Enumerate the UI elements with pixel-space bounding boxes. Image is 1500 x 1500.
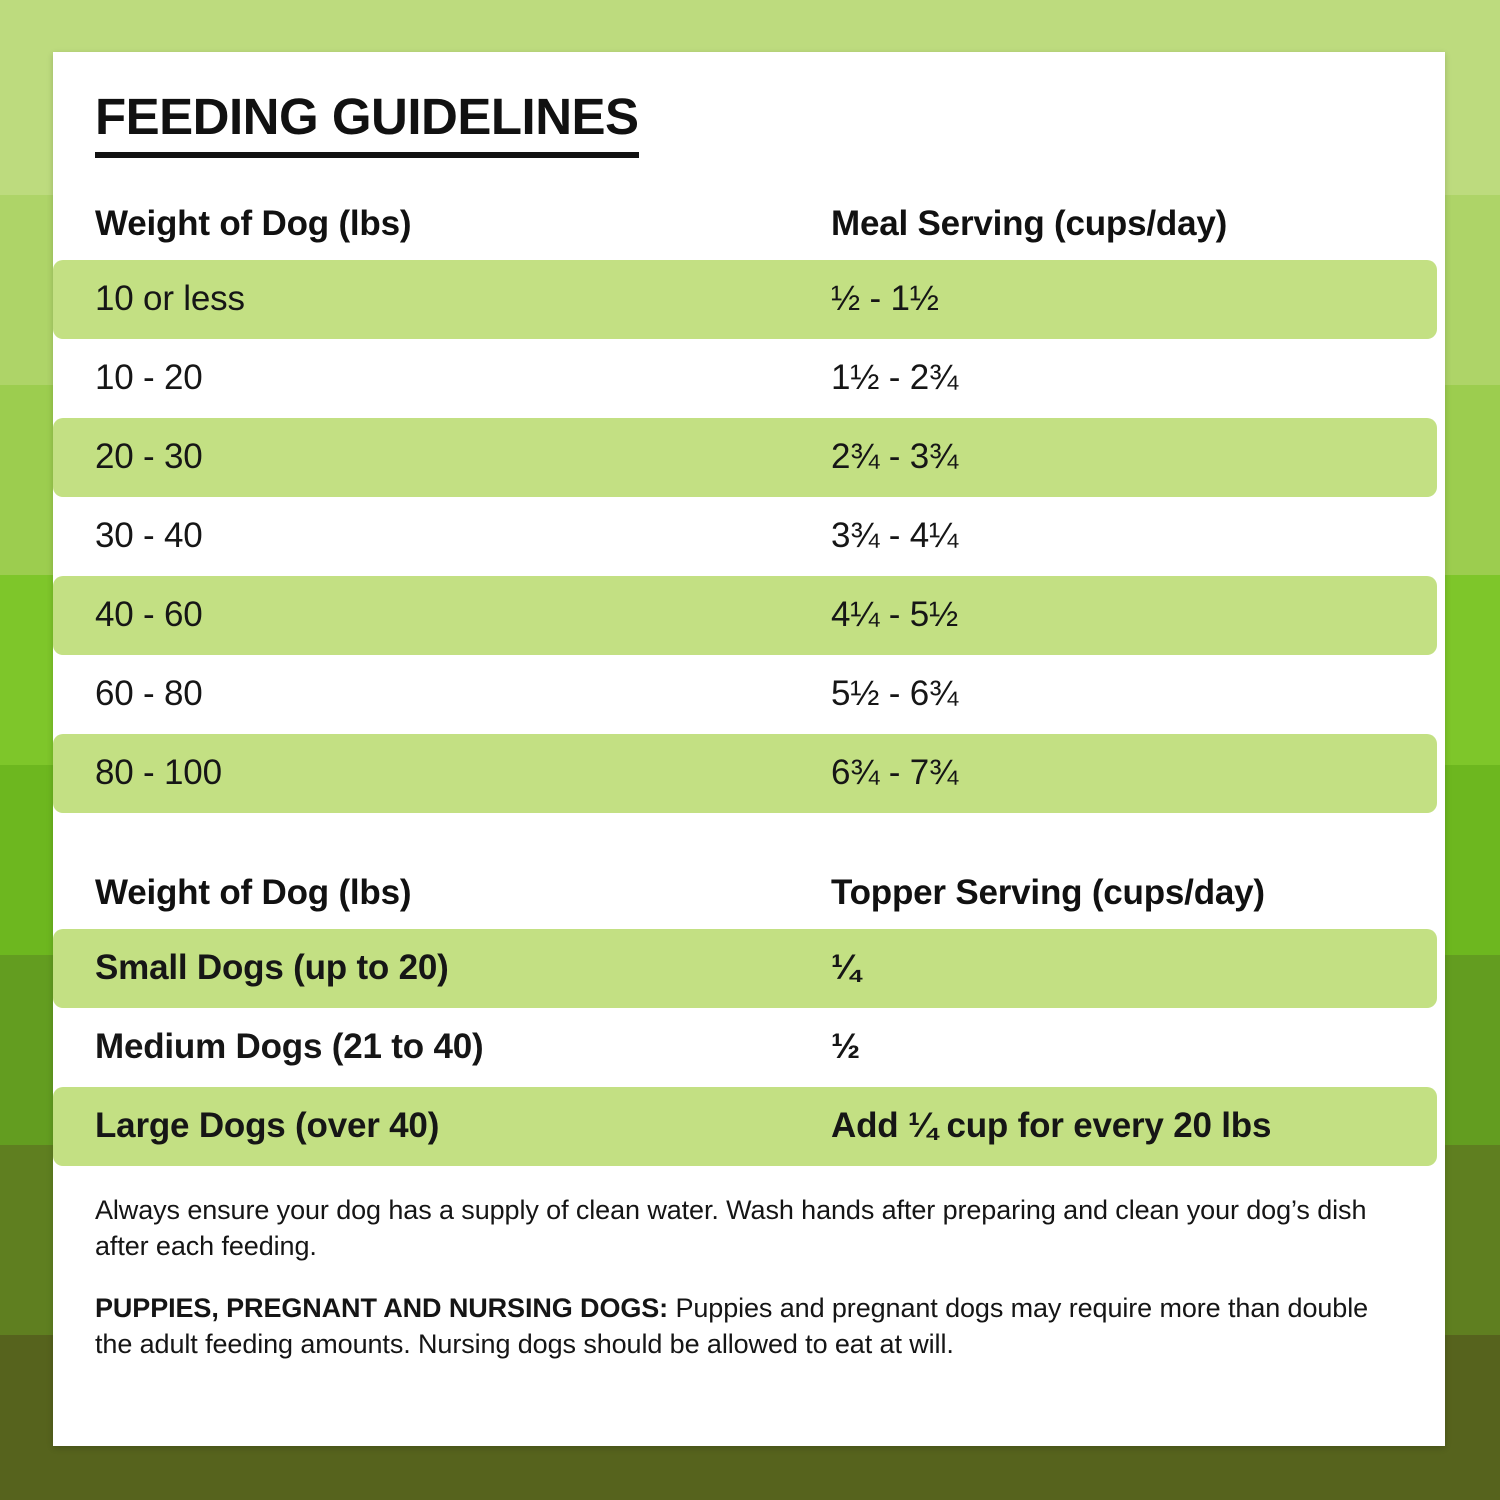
topper-table-header-row: Weight of Dog (lbs) Topper Serving (cups… (53, 857, 1445, 929)
guidelines-card: FEEDING GUIDELINES Weight of Dog (lbs) M… (53, 52, 1445, 1446)
topper-header-weight: Weight of Dog (lbs) (95, 872, 412, 912)
topper-row-weight: Small Dogs (up to 20) (95, 948, 449, 988)
title-block: FEEDING GUIDELINES (53, 90, 1445, 158)
table-row: 10 or less ½ - 1½ (53, 259, 1437, 339)
meal-row-serving: 1½ - 2¾ (831, 358, 959, 398)
meal-row-weight: 10 or less (95, 279, 245, 319)
topper-row-serving: Add ¼ cup for every 20 lbs (831, 1106, 1272, 1146)
table-row: Large Dogs (over 40) Add ¼ cup for every… (53, 1086, 1437, 1166)
table-row: Small Dogs (up to 20) ¼ (53, 928, 1437, 1008)
meal-row-weight: 80 - 100 (95, 753, 222, 793)
table-row: Medium Dogs (21 to 40) ½ (53, 1008, 1445, 1087)
topper-row-serving: ¼ (831, 948, 860, 988)
topper-row-weight: Medium Dogs (21 to 40) (95, 1027, 484, 1067)
meal-row-serving: 6¾ - 7¾ (831, 753, 959, 793)
table-row: 10 - 20 1½ - 2¾ (53, 339, 1445, 418)
meal-row-weight: 30 - 40 (95, 516, 203, 556)
meal-row-weight: 10 - 20 (95, 358, 203, 398)
footer-notes: Always ensure your dog has a supply of c… (53, 1166, 1445, 1363)
note-puppies-text: Puppies and pregnant dogs may require mo… (95, 1292, 1369, 1360)
page-title: FEEDING GUIDELINES (95, 90, 639, 158)
meal-header-serving: Meal Serving (cups/day) (831, 203, 1228, 243)
meal-header-weight: Weight of Dog (lbs) (95, 203, 412, 243)
meal-row-serving: ½ - 1½ (831, 279, 939, 319)
meal-row-weight: 60 - 80 (95, 674, 203, 714)
note-clean-water: Always ensure your dog has a supply of c… (95, 1194, 1367, 1261)
note-puppies: PUPPIES, PREGNANT AND NURSING DOGS: Pupp… (95, 1290, 1393, 1362)
topper-row-weight: Large Dogs (over 40) (95, 1106, 440, 1146)
meal-row-serving: 2¾ - 3¾ (831, 437, 959, 477)
table-row: 20 - 30 2¾ - 3¾ (53, 417, 1437, 497)
table-row: 40 - 60 4¼ - 5½ (53, 575, 1437, 655)
meal-serving-table: Weight of Dog (lbs) Meal Serving (cups/d… (53, 188, 1445, 813)
meal-row-serving: 4¼ - 5½ (831, 595, 959, 635)
topper-serving-table: Weight of Dog (lbs) Topper Serving (cups… (53, 857, 1445, 1166)
topper-header-serving: Topper Serving (cups/day) (831, 872, 1265, 912)
meal-table-header-row: Weight of Dog (lbs) Meal Serving (cups/d… (53, 188, 1445, 260)
meal-row-serving: 3¾ - 4¼ (831, 516, 959, 556)
table-row: 30 - 40 3¾ - 4¼ (53, 497, 1445, 576)
table-row: 80 - 100 6¾ - 7¾ (53, 733, 1437, 813)
note-puppies-label: PUPPIES, PREGNANT AND NURSING DOGS: (95, 1292, 669, 1323)
meal-row-weight: 20 - 30 (95, 437, 203, 477)
meal-row-weight: 40 - 60 (95, 595, 203, 635)
table-row: 60 - 80 5½ - 6¾ (53, 655, 1445, 734)
meal-row-serving: 5½ - 6¾ (831, 674, 959, 714)
topper-row-serving: ½ (831, 1027, 860, 1067)
